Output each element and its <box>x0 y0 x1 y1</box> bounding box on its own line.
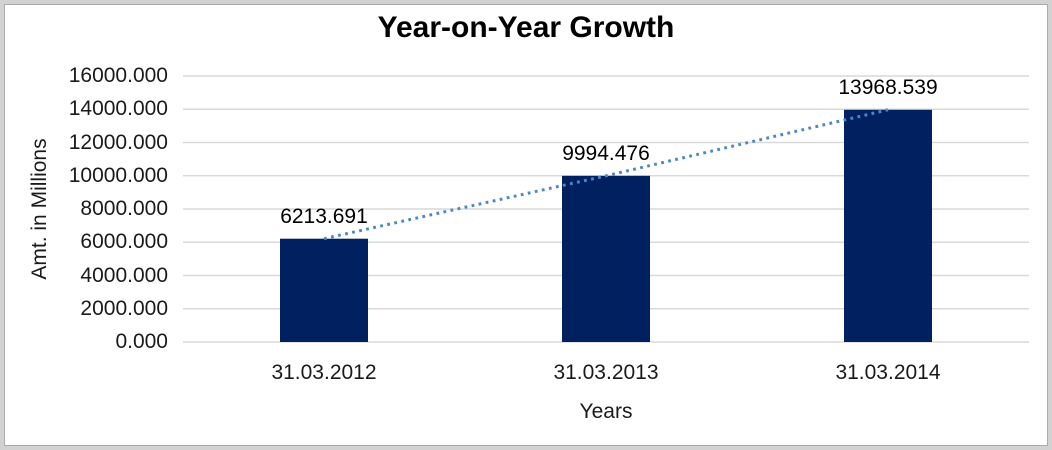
bar-data-label: 13968.539 <box>838 75 938 99</box>
chart-title: Year-on-Year Growth <box>377 11 675 44</box>
y-tick-label: 8000.000 <box>80 197 168 220</box>
y-tick-label: 6000.000 <box>80 230 168 254</box>
bar-data-label: 6213.691 <box>280 204 368 228</box>
x-category-label: 31.03.2014 <box>835 361 941 384</box>
y-tick-label: 16000.000 <box>68 64 168 87</box>
y-tick-label: 12000.000 <box>68 130 168 154</box>
bar <box>844 109 932 342</box>
bar <box>562 175 650 342</box>
x-category-label: 31.03.2012 <box>271 361 377 384</box>
bar <box>280 238 368 342</box>
x-axis-title: Years <box>579 400 633 423</box>
y-tick-label: 2000.000 <box>80 296 168 320</box>
y-tick-label: 4000.000 <box>80 263 168 287</box>
x-category-label: 31.03.2013 <box>553 361 659 384</box>
bar-data-label: 9994.476 <box>562 141 650 165</box>
y-tick-label: 14000.000 <box>68 97 168 121</box>
y-tick-label: 0.000 <box>115 330 168 353</box>
y-tick-label: 10000.000 <box>68 163 168 187</box>
trendline <box>323 108 889 241</box>
